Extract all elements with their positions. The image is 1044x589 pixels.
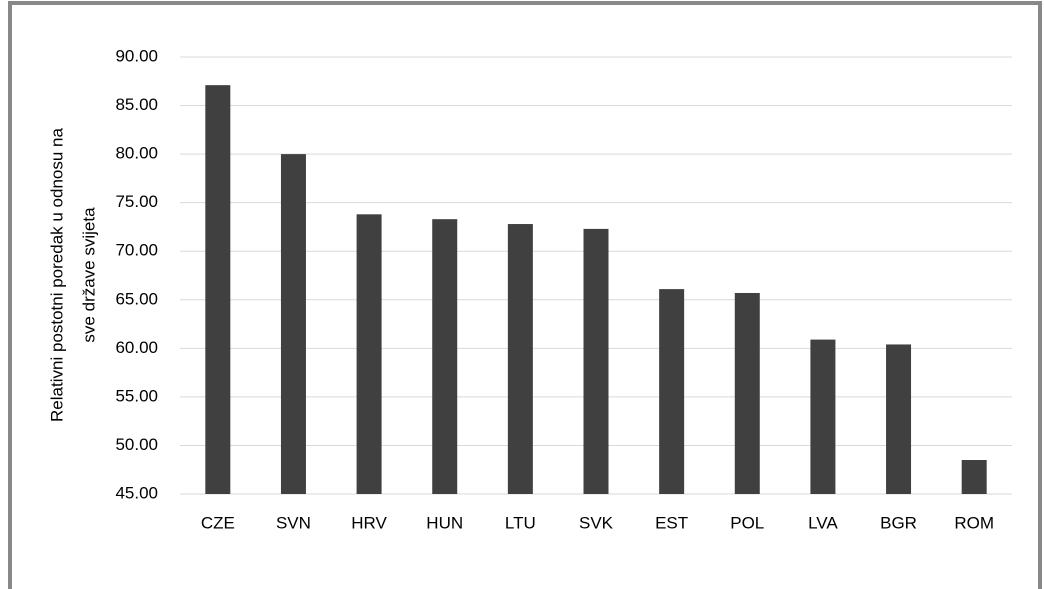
bar [356, 214, 382, 494]
y-tick-label: 60.00 [115, 338, 158, 357]
y-tick-label: 70.00 [115, 241, 158, 260]
y-tick-label: 45.00 [115, 483, 158, 502]
y-tick-label: 80.00 [115, 144, 158, 163]
x-tick-label: POL [730, 513, 764, 532]
x-tick-label: HUN [426, 513, 463, 532]
bar [734, 292, 760, 494]
y-axis-label: sve države svijeta [79, 207, 98, 343]
x-tick-label: CZE [201, 513, 235, 532]
bar [961, 460, 987, 494]
y-tick-label: 50.00 [115, 435, 158, 454]
bar [659, 289, 685, 494]
y-tick-label: 55.00 [115, 386, 158, 405]
bar [886, 344, 912, 494]
x-tick-label: SVN [276, 513, 311, 532]
bar [432, 219, 458, 495]
bar [507, 224, 533, 494]
y-tick-label: 75.00 [115, 192, 158, 211]
x-tick-label: EST [655, 513, 688, 532]
x-tick-label: LVA [808, 513, 838, 532]
y-axis-label: Relativni postotni poredak u odnosu na [47, 128, 66, 422]
y-tick-label: 65.00 [115, 289, 158, 308]
x-tick-label: ROM [954, 513, 994, 532]
x-tick-label: BGR [880, 513, 917, 532]
x-tick-label: HRV [351, 513, 387, 532]
x-tick-label: SVK [579, 513, 614, 532]
bar [583, 228, 609, 495]
bar [280, 154, 306, 494]
x-tick-label: LTU [505, 513, 536, 532]
frame [8, 1, 1042, 589]
y-tick-label: 85.00 [115, 95, 158, 114]
bar [810, 339, 836, 494]
bar [205, 85, 231, 494]
y-tick-label: 90.00 [115, 46, 158, 65]
